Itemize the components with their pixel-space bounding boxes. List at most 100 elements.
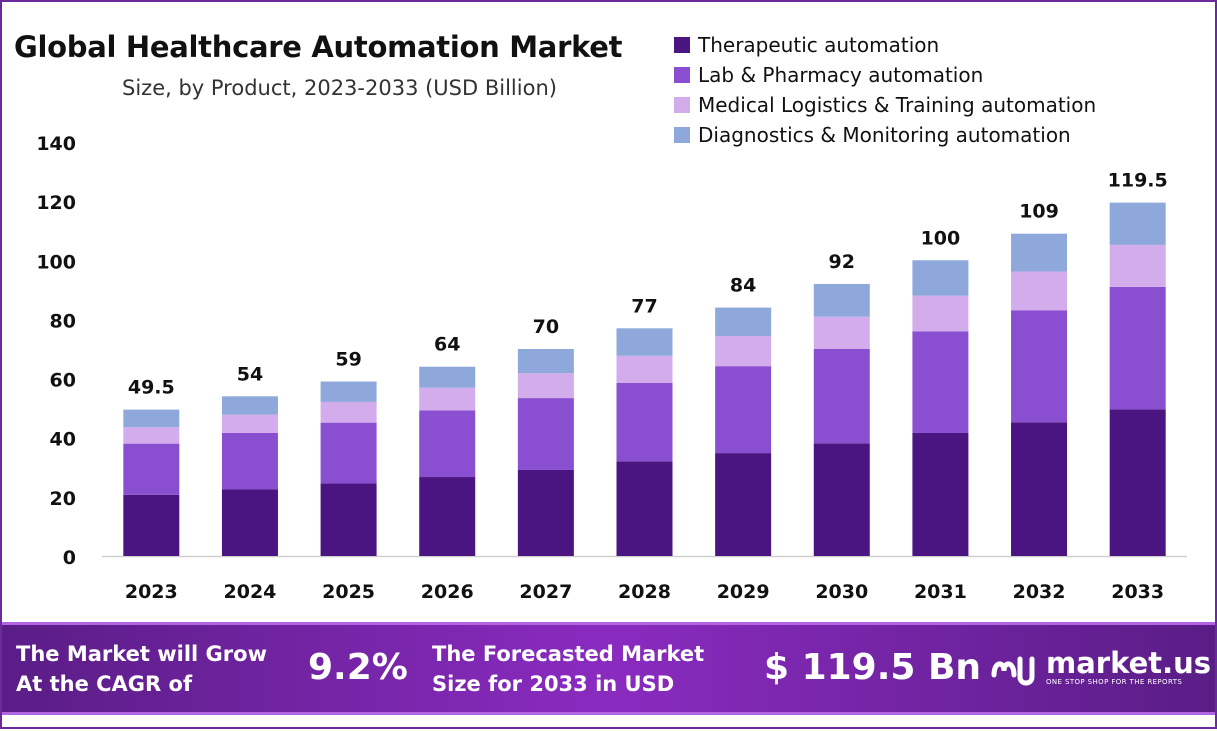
legend-item-lab-pharmacy: Lab & Pharmacy automation	[674, 60, 1096, 90]
bar-total-label: 92	[829, 251, 855, 273]
bar-segment-2033-s3	[1109, 202, 1166, 245]
bar-segment-2029-s0	[715, 453, 772, 556]
brand-name: market.us	[1046, 646, 1212, 680]
legend-swatch-medical-logistics	[674, 97, 690, 113]
bar-total-label: 54	[237, 363, 263, 385]
bar-total-label: 59	[335, 349, 361, 371]
bar-segment-2027-s3	[517, 349, 574, 374]
cagr-text-line1: The Market will Grow	[16, 642, 267, 666]
bar-total-label: 119.5	[1108, 170, 1168, 192]
x-tick-label: 2023	[125, 581, 178, 603]
y-tick-label: 20	[50, 488, 76, 510]
market-us-logo-icon	[991, 656, 1035, 686]
x-tick-label: 2030	[815, 581, 868, 603]
bar-segment-2032-s1	[1011, 310, 1068, 423]
legend-label-medical-logistics: Medical Logistics & Training automation	[698, 93, 1097, 117]
x-tick-label: 2033	[1111, 581, 1164, 603]
bar-segment-2032-s2	[1011, 271, 1068, 311]
y-tick-label: 60	[50, 370, 76, 392]
bar-segment-2031-s0	[912, 432, 969, 556]
bar-segment-2024-s3	[221, 396, 278, 415]
bar-segment-2033-s0	[1109, 409, 1166, 556]
bar-segment-2029-s2	[715, 335, 772, 367]
bar-segment-2024-s0	[221, 489, 278, 556]
forecast-value: $ 119.5 Bn	[764, 647, 982, 688]
bar-segment-2023-s0	[123, 494, 180, 556]
bar-segment-2029-s3	[715, 307, 772, 336]
x-tick-label: 2029	[717, 581, 770, 603]
bar-segment-2031-s1	[912, 331, 969, 433]
chart-subtitle: Size, by Product, 2023-2033 (USD Billion…	[122, 76, 557, 100]
bar-segment-2030-s0	[813, 443, 870, 556]
bar-segment-2023-s3	[123, 409, 180, 428]
bar-segment-2030-s2	[813, 316, 870, 349]
bar-segment-2027-s1	[517, 398, 574, 470]
x-tick-label: 2031	[914, 581, 967, 603]
summary-banner: The Market will Grow At the CAGR of 9.2%…	[2, 622, 1215, 715]
legend-label-lab-pharmacy: Lab & Pharmacy automation	[698, 63, 984, 87]
chart-legend: Therapeutic automation Lab & Pharmacy au…	[674, 30, 1096, 150]
bar-segment-2029-s1	[715, 366, 772, 454]
bar-segment-2025-s3	[320, 381, 377, 402]
legend-item-diagnostics: Diagnostics & Monitoring automation	[674, 120, 1096, 150]
cagr-text: The Market will Grow At the CAGR of	[16, 639, 267, 699]
x-tick-label: 2027	[519, 581, 572, 603]
forecast-text-line1: The Forecasted Market	[432, 642, 705, 666]
bar-segment-2032-s0	[1011, 422, 1068, 556]
y-tick-label: 140	[36, 133, 76, 155]
bar-segment-2031-s2	[912, 295, 969, 332]
bar-segment-2026-s3	[419, 366, 476, 388]
y-tick-label: 40	[50, 429, 76, 451]
bar-segment-2030-s3	[813, 283, 870, 317]
bar-segment-2033-s2	[1109, 244, 1166, 287]
bar-segment-2028-s3	[616, 328, 673, 356]
bar-total-label: 84	[730, 275, 756, 297]
legend-label-therapeutic: Therapeutic automation	[698, 33, 940, 57]
forecast-text: The Forecasted Market Size for 2033 in U…	[432, 639, 704, 699]
y-tick-label: 80	[50, 310, 76, 332]
bar-segment-2026-s0	[419, 477, 476, 556]
legend-swatch-lab-pharmacy	[674, 67, 690, 83]
bar-segment-2032-s3	[1011, 233, 1068, 272]
bar-segment-2023-s1	[123, 443, 180, 495]
bar-segment-2028-s2	[616, 355, 673, 384]
bar-total-label: 77	[631, 295, 657, 317]
legend-swatch-therapeutic	[674, 37, 690, 53]
bar-segment-2024-s2	[221, 414, 278, 433]
bar-segment-2033-s1	[1109, 286, 1166, 410]
x-tick-label: 2026	[421, 581, 474, 603]
chart-title: Global Healthcare Automation Market	[14, 30, 623, 64]
forecast-text-line2: Size for 2033 in USD	[432, 672, 675, 696]
brand-tagline: ONE STOP SHOP FOR THE REPORTS	[1046, 678, 1183, 686]
bar-total-label: 49.5	[128, 377, 175, 399]
bar-segment-2025-s2	[320, 401, 377, 423]
bar-segment-2023-s2	[123, 427, 180, 444]
bar-segment-2030-s1	[813, 349, 870, 444]
bar-segment-2026-s1	[419, 410, 476, 478]
x-tick-label: 2025	[322, 581, 375, 603]
brand-block: market.us ONE STOP SHOP FOR THE REPORTS	[990, 645, 1211, 689]
bar-segment-2027-s2	[517, 373, 574, 399]
cagr-text-line2: At the CAGR of	[16, 672, 193, 696]
bar-total-label: 100	[921, 227, 961, 249]
y-tick-label: 120	[36, 192, 76, 214]
legend-swatch-diagnostics	[674, 127, 690, 143]
x-tick-label: 2028	[618, 581, 671, 603]
x-tick-label: 2024	[224, 581, 277, 603]
bar-segment-2024-s1	[221, 432, 278, 490]
bar-total-label: 109	[1019, 201, 1059, 223]
legend-label-diagnostics: Diagnostics & Monitoring automation	[698, 123, 1071, 147]
bar-segment-2028-s0	[616, 461, 673, 556]
y-tick-label: 0	[63, 547, 76, 569]
cagr-value: 9.2%	[308, 647, 408, 688]
bar-segment-2026-s2	[419, 387, 476, 411]
y-tick-label: 100	[36, 251, 76, 273]
bar-segment-2025-s1	[320, 422, 377, 484]
bar-segment-2027-s0	[517, 469, 574, 556]
legend-item-therapeutic: Therapeutic automation	[674, 30, 1096, 60]
x-tick-label: 2032	[1013, 581, 1066, 603]
bar-total-label: 70	[533, 316, 559, 338]
bar-segment-2031-s3	[912, 260, 969, 296]
